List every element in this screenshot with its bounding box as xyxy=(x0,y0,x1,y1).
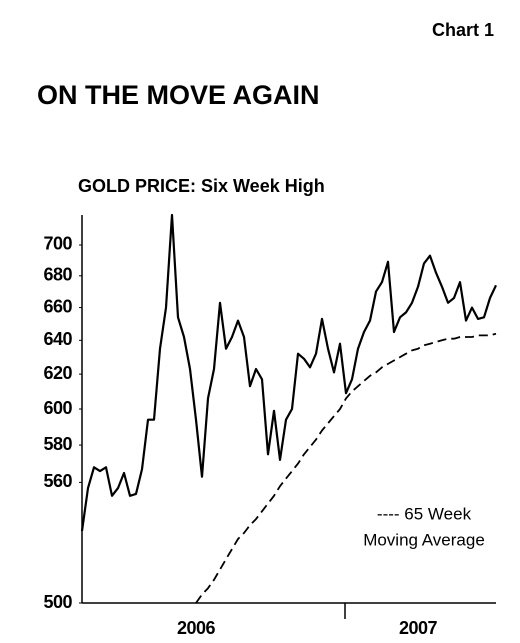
y-tick-label: 600 xyxy=(43,398,72,418)
y-tick-label: 560 xyxy=(43,471,72,491)
y-tick-label: 640 xyxy=(43,329,72,349)
y-tick-label: 500 xyxy=(43,592,72,612)
corner-label: Chart 1 xyxy=(432,20,494,40)
legend-text: ---- 65 Week xyxy=(377,504,472,523)
x-tick-label: 2007 xyxy=(399,618,438,638)
y-tick-label: 580 xyxy=(43,434,72,454)
y-tick-label: 660 xyxy=(43,296,72,316)
moving-average-line xyxy=(195,332,497,604)
x-tick-label: 2006 xyxy=(177,618,216,638)
chart-subtitle: GOLD PRICE: Six Week High xyxy=(78,176,325,196)
price-line xyxy=(80,213,497,532)
y-tick-label: 680 xyxy=(43,265,72,285)
chart-title: ON THE MOVE AGAIN xyxy=(37,80,320,110)
y-tick-label: 700 xyxy=(43,234,72,254)
y-tick-label: 620 xyxy=(43,363,72,383)
legend-text: Moving Average xyxy=(363,530,485,549)
